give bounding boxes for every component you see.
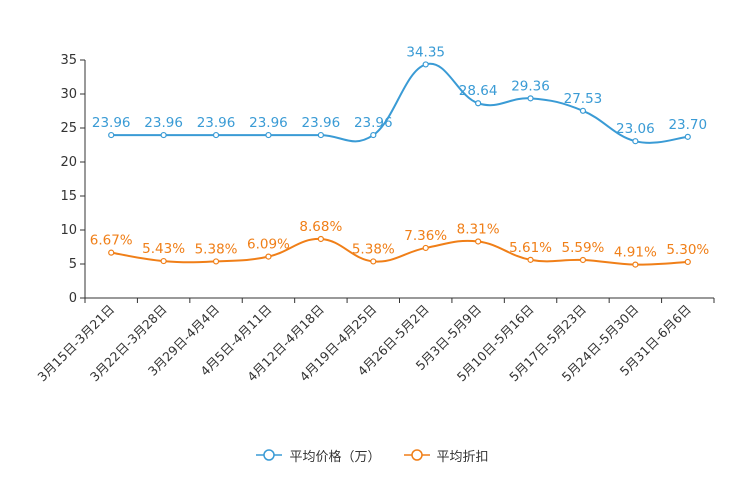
data-point-0	[214, 133, 219, 138]
y-tick-label: 15	[60, 189, 77, 204]
data-point-1	[633, 262, 638, 267]
data-label-0: 28.64	[459, 83, 498, 99]
data-label-1: 5.38%	[195, 241, 238, 257]
legend-marker-avg-price-icon	[255, 448, 283, 462]
data-point-0	[318, 133, 323, 138]
data-point-0	[423, 62, 428, 67]
y-tick-label: 35	[60, 53, 77, 68]
data-point-1	[318, 236, 323, 241]
data-point-0	[161, 133, 166, 138]
legend-item-avg-price[interactable]: 平均价格（万）	[255, 446, 380, 465]
data-label-0: 23.96	[144, 115, 183, 131]
data-label-0: 27.53	[564, 91, 603, 107]
data-point-1	[266, 254, 271, 259]
line-chart: 051015202530353月15日-3月21日3月22日-3月28日3月29…	[0, 0, 744, 440]
data-label-1: 5.38%	[352, 241, 395, 257]
data-label-1: 5.59%	[562, 240, 605, 256]
data-point-0	[633, 139, 638, 144]
data-label-1: 5.30%	[666, 242, 709, 258]
data-label-0: 23.06	[616, 121, 655, 137]
data-point-0	[266, 133, 271, 138]
data-label-1: 8.31%	[457, 221, 500, 237]
data-label-0: 23.96	[302, 115, 341, 131]
data-point-1	[371, 259, 376, 264]
data-label-1: 5.61%	[509, 240, 552, 256]
data-point-0	[528, 96, 533, 101]
data-point-0	[109, 133, 114, 138]
y-tick-label: 10	[60, 223, 77, 238]
data-label-0: 29.36	[511, 78, 550, 94]
data-point-0	[476, 101, 481, 106]
y-tick-label: 0	[69, 291, 77, 306]
data-label-1: 8.68%	[299, 219, 342, 235]
data-label-0: 23.96	[197, 115, 236, 131]
data-label-1: 6.67%	[90, 233, 133, 249]
legend-item-avg-discount[interactable]: 平均折扣	[403, 446, 489, 465]
data-point-0	[580, 108, 585, 113]
y-tick-label: 5	[69, 257, 77, 272]
legend-marker-avg-discount-icon	[403, 448, 431, 462]
data-label-1: 5.43%	[142, 241, 185, 257]
legend-label-avg-discount: 平均折扣	[437, 446, 489, 465]
data-point-1	[580, 257, 585, 262]
data-point-1	[109, 250, 114, 255]
data-point-1	[423, 245, 428, 250]
data-point-0	[685, 134, 690, 139]
data-label-0: 34.35	[406, 44, 445, 60]
data-point-1	[528, 257, 533, 262]
y-tick-label: 30	[60, 87, 77, 102]
legend: 平均价格（万） 平均折扣	[0, 443, 744, 467]
data-label-0: 23.70	[668, 117, 707, 133]
data-label-1: 4.91%	[614, 245, 657, 261]
y-tick-label: 25	[60, 121, 77, 136]
data-label-1: 6.09%	[247, 237, 290, 253]
y-tick-label: 20	[60, 155, 77, 170]
data-point-1	[685, 259, 690, 264]
data-label-0: 23.96	[92, 115, 131, 131]
data-point-1	[214, 259, 219, 264]
data-point-1	[161, 259, 166, 264]
data-point-0	[371, 133, 376, 138]
data-label-1: 7.36%	[404, 228, 447, 244]
legend-label-avg-price: 平均价格（万）	[289, 446, 380, 465]
data-label-0: 23.96	[354, 115, 393, 131]
data-label-0: 23.96	[249, 115, 288, 131]
data-point-1	[476, 239, 481, 244]
